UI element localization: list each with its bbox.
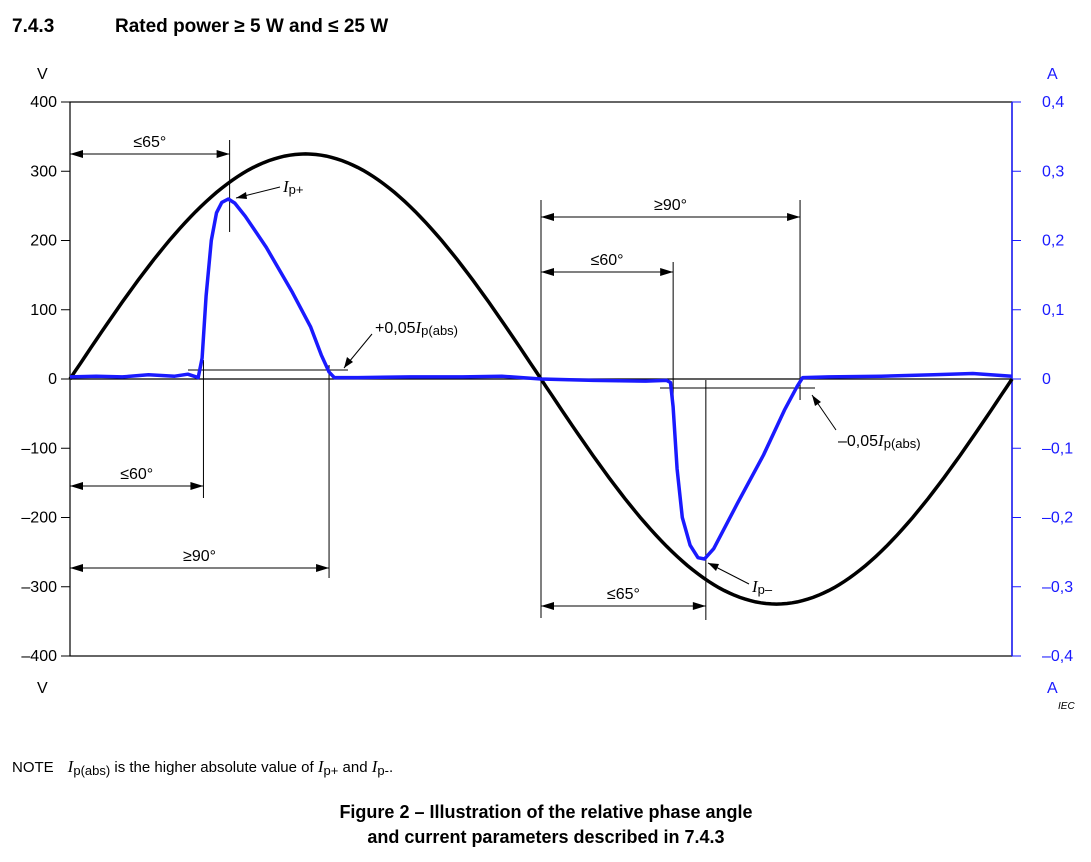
ip-plus-arrowhead [236,192,247,199]
dimension-arrow-right [216,150,230,158]
left-tick-label: –200 [21,510,57,527]
left-tick-label: 400 [30,94,57,111]
current-curve [69,197,1013,561]
caption-line-1: Figure 2 – Illustration of the relative … [339,802,752,822]
right-axis-unit-bottom: A [1047,680,1058,697]
dimension-arrow-right [316,564,330,572]
right-tick-label: 0,1 [1042,302,1064,319]
dimension-label: ≤65° [133,134,166,151]
dimension-arrow-right [787,213,801,221]
dimension-annotations: ≤65° ≤60° ≥90° ≥90° ≤60° ≤65° [70,134,815,620]
right-tick-label: –0,1 [1042,440,1073,457]
left-tick-label: –300 [21,579,57,596]
left-tick-label: 0 [48,371,57,388]
right-tick-label: 0,3 [1042,163,1064,180]
left-tick-label: 100 [30,302,57,319]
left-tick-label: –400 [21,648,57,665]
right-tick-label: –0,2 [1042,510,1073,527]
right-tick-label: –0,4 [1042,648,1073,665]
left-tick-label: –100 [21,440,57,457]
dimension-label: ≤60° [591,252,624,269]
ip-plus-label: Ip+ [282,177,304,197]
dimension-arrow-left [70,482,83,490]
ip-minus-label: Ip– [751,577,773,597]
right-tick-label: –0,3 [1042,579,1073,596]
left-tick-label: 200 [30,233,57,250]
section-number: 7.4.3 [12,16,54,37]
dimension-label: ≥90° [654,197,687,214]
dimension-arrow-left [70,150,83,158]
dimension-label: ≥90° [183,548,216,565]
section-title: Rated power ≥ 5 W and ≤ 25 W [115,16,388,37]
dimension-label: ≤65° [607,586,640,603]
dimension-label: ≤60° [120,466,153,483]
caption-line-2: and current parameters described in 7.4.… [367,827,724,847]
dimension-arrow-left [541,602,554,610]
minus-threshold-arrowhead [812,395,821,406]
dimension-arrow-left [541,213,554,221]
plus-threshold-label: +0,05Ip(abs) [375,318,458,338]
left-axis-unit-top: V [37,66,48,83]
ip-minus-arrowhead [708,563,719,571]
dimension-arrow-right [660,268,674,276]
iec-watermark: IEC [1058,701,1075,712]
note: NOTE Ip(abs) is the higher absolute value… [12,757,393,778]
dimension-arrow-right [190,482,204,490]
left-axis-unit-bottom: V [37,680,48,697]
right-axis-unit-top: A [1047,66,1058,83]
right-tick-label: 0 [1042,371,1051,388]
plus-threshold-arrowhead [344,357,353,368]
right-tick-label: 0,2 [1042,233,1064,250]
axes: 400 300 200 100 0 –100 –200 –300 –400 0,4 0,3 0,2 0,… [21,94,1073,665]
dimension-arrow-right [692,602,706,610]
dimension-arrow-left [70,564,83,572]
curves [68,152,1014,606]
left-tick-label: 300 [30,163,57,180]
right-tick-label: 0,4 [1042,94,1064,111]
dimension-arrow-left [541,268,554,276]
minus-threshold-label: –0,05Ip(abs) [838,431,921,451]
